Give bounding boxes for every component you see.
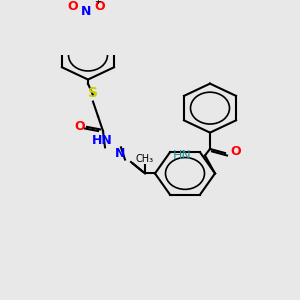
Text: S: S [88, 86, 98, 100]
Text: HN: HN [173, 149, 192, 162]
Text: HN: HN [92, 134, 113, 147]
Text: N: N [81, 5, 91, 18]
Text: O: O [230, 145, 241, 158]
Text: CH₃: CH₃ [136, 154, 154, 164]
Text: +: + [94, 0, 101, 7]
Text: O: O [68, 0, 78, 13]
Text: N: N [115, 147, 125, 160]
Text: O: O [74, 120, 85, 134]
Text: O: O [95, 0, 105, 13]
Text: ⁻: ⁻ [67, 0, 73, 7]
